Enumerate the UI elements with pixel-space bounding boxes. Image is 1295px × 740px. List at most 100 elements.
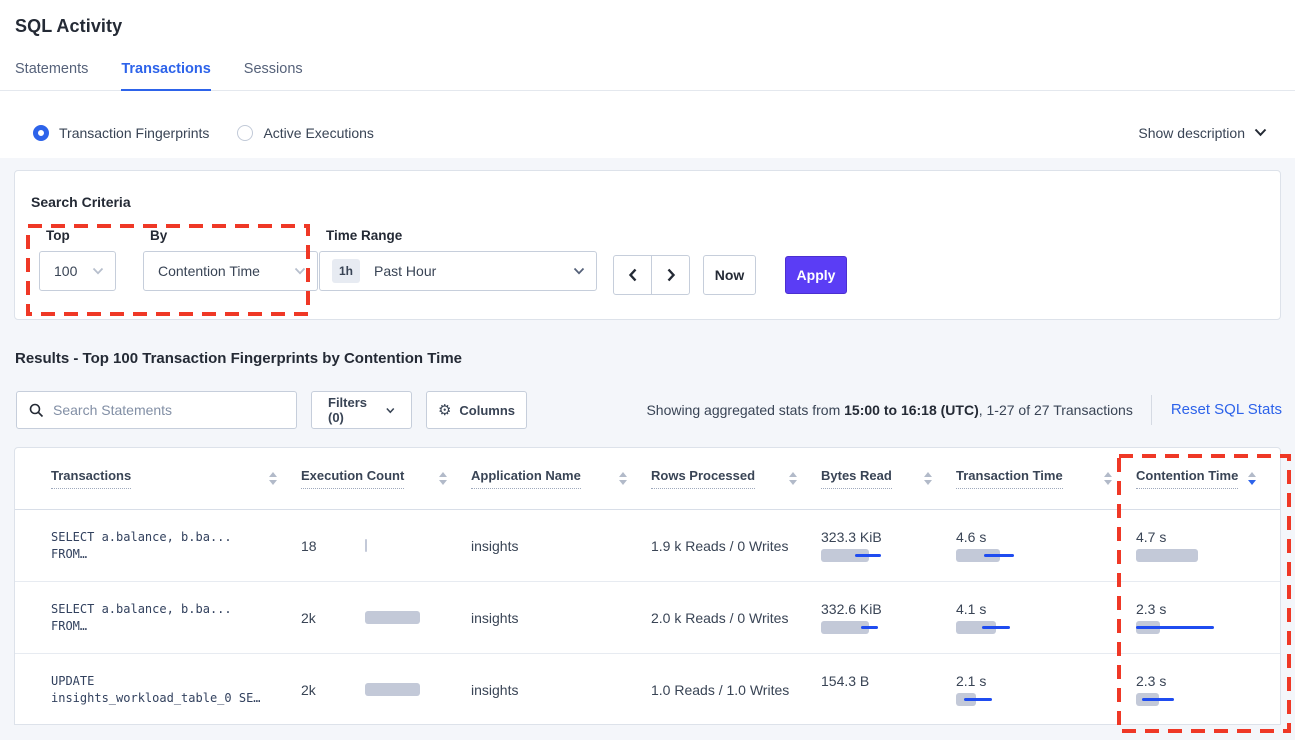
- page-header: SQL Activity Statements Transactions Ses…: [0, 0, 1295, 91]
- time-range-label: Time Range: [326, 228, 403, 243]
- previous-time-button[interactable]: [613, 255, 652, 295]
- transaction-time-bar: [956, 621, 1076, 634]
- time-range-select[interactable]: 1h Past Hour: [319, 251, 597, 291]
- radio-unselected-icon: [237, 124, 254, 141]
- columns-label: Columns: [459, 402, 516, 418]
- filters-button[interactable]: Filters (0): [311, 391, 412, 429]
- transaction-time-bar: [956, 549, 1076, 562]
- transaction-time-cell: 4.6 s: [956, 529, 1136, 562]
- top-select[interactable]: 100: [39, 251, 116, 291]
- sort-icon: [1104, 472, 1112, 485]
- column-header-transactions[interactable]: Transactions: [51, 468, 301, 489]
- radio-active-executions[interactable]: Active Executions: [237, 124, 374, 141]
- view-toggle-bar: Transaction Fingerprints Active Executio…: [0, 107, 1295, 158]
- top-label: Top: [46, 228, 70, 243]
- top-select-value: 100: [54, 263, 78, 279]
- transaction-fingerprint-link[interactable]: SELECT a.balance, b.ba... FROM…: [51, 530, 232, 561]
- rows-processed-cell: 1.0 Reads / 1.0 Writes: [651, 681, 790, 698]
- execution-count-bar: [365, 611, 471, 624]
- application-name-cell: insights: [471, 537, 519, 554]
- execution-count-bar: [365, 683, 471, 696]
- search-criteria-card: Search Criteria Top 100 By Contention Ti…: [14, 170, 1281, 320]
- bytes-read-cell: 332.6 KiB: [821, 601, 956, 634]
- gear-icon: ⚙: [437, 402, 452, 419]
- chevron-down-icon: [386, 407, 395, 413]
- stats-time-range: 15:00 to 16:18 (UTC): [844, 402, 979, 418]
- stats-group: Showing aggregated stats from 15:00 to 1…: [646, 395, 1282, 425]
- chevron-right-icon: [667, 268, 675, 282]
- sort-icon: [439, 472, 447, 485]
- contention-time-bar: [1136, 693, 1256, 706]
- column-header-bytes-read[interactable]: Bytes Read: [821, 468, 956, 489]
- sort-icon: [924, 472, 932, 485]
- contention-time-cell: 2.3 s: [1136, 601, 1280, 634]
- show-description-toggle[interactable]: Show description: [1138, 125, 1267, 141]
- time-range-value: Past Hour: [374, 263, 437, 279]
- table-row: SELECT a.balance, b.ba... FROM… 2k insig…: [15, 582, 1280, 654]
- sort-icon-desc-active: [1248, 472, 1256, 485]
- column-header-application-name[interactable]: Application Name: [471, 468, 651, 489]
- column-header-transaction-time[interactable]: Transaction Time: [956, 468, 1136, 489]
- radio-selected-icon: [33, 124, 49, 141]
- page-title: SQL Activity: [15, 16, 123, 36]
- radio-label: Active Executions: [263, 124, 374, 141]
- by-select-value: Contention Time: [158, 263, 260, 279]
- transaction-time-bar: [956, 693, 1076, 706]
- tab-sessions[interactable]: Sessions: [243, 61, 303, 77]
- results-toolbar: Filters (0) ⚙ Columns Showing aggregated…: [16, 391, 1282, 429]
- chevron-down-icon: [1254, 128, 1267, 137]
- page-content: Transaction Fingerprints Active Executio…: [0, 107, 1295, 740]
- table-row: SELECT a.balance, b.ba... FROM… 18 insig…: [15, 510, 1280, 582]
- top-field-group: Top 100: [39, 228, 116, 291]
- by-field-group: By Contention Time: [143, 228, 318, 291]
- reset-sql-stats-link[interactable]: Reset SQL Stats: [1150, 395, 1282, 425]
- execution-count-cell: 18: [301, 538, 471, 554]
- next-time-button[interactable]: [651, 255, 690, 295]
- transaction-time-cell: 4.1 s: [956, 601, 1136, 634]
- contention-time-cell: 2.3 s: [1136, 673, 1280, 706]
- column-header-rows-processed[interactable]: Rows Processed: [651, 468, 821, 489]
- radio-label: Transaction Fingerprints: [59, 124, 210, 141]
- tab-transactions[interactable]: Transactions: [121, 61, 212, 91]
- chevron-down-icon: [92, 267, 104, 275]
- bytes-read-bar: [821, 549, 941, 562]
- execution-count-cell: 2k: [301, 610, 471, 626]
- execution-count-cell: 2k: [301, 682, 471, 698]
- tab-statements[interactable]: Statements: [15, 61, 89, 77]
- by-label: By: [150, 228, 168, 243]
- transactions-table: Transactions Execution Count Application…: [14, 447, 1281, 725]
- contention-time-bar: [1136, 621, 1256, 634]
- by-select[interactable]: Contention Time: [143, 251, 318, 291]
- bytes-read-cell: 154.3 B: [821, 673, 870, 689]
- time-range-field-group: Time Range 1h Past Hour: [319, 228, 597, 291]
- transaction-fingerprint-link[interactable]: UPDATE insights_workload_table_0 SE…: [51, 674, 261, 705]
- rows-processed-cell: 2.0 k Reads / 0 Writes: [651, 609, 789, 626]
- search-statements-input[interactable]: [53, 402, 286, 418]
- search-statements-box: [16, 391, 297, 429]
- radio-transaction-fingerprints[interactable]: Transaction Fingerprints: [33, 124, 210, 141]
- column-header-contention-time[interactable]: Contention Time: [1136, 468, 1280, 489]
- application-name-cell: insights: [471, 681, 519, 698]
- apply-button[interactable]: Apply: [785, 256, 847, 294]
- now-button[interactable]: Now: [703, 255, 756, 295]
- table-header-row: Transactions Execution Count Application…: [15, 448, 1280, 510]
- rows-processed-cell: 1.9 k Reads / 0 Writes: [651, 537, 789, 554]
- results-heading: Results - Top 100 Transaction Fingerprin…: [15, 350, 463, 367]
- chevron-left-icon: [628, 268, 636, 282]
- filters-label: Filters (0): [328, 395, 368, 425]
- execution-count-bar: [365, 539, 471, 552]
- column-header-execution-count[interactable]: Execution Count: [301, 468, 471, 489]
- transaction-fingerprint-link[interactable]: SELECT a.balance, b.ba... FROM…: [51, 602, 232, 633]
- contention-time-bar: [1136, 549, 1256, 562]
- columns-button[interactable]: ⚙ Columns: [426, 391, 527, 429]
- search-icon: [29, 403, 44, 417]
- show-description-label: Show description: [1138, 124, 1245, 141]
- contention-time-cell: 4.7 s: [1136, 529, 1280, 562]
- transaction-time-cell: 2.1 s: [956, 673, 1136, 706]
- aggregated-stats-text: Showing aggregated stats from 15:00 to 1…: [646, 402, 1133, 418]
- sort-icon: [269, 472, 277, 485]
- bytes-read-bar: [821, 621, 941, 634]
- chevron-down-icon: [573, 267, 585, 275]
- time-range-pager: [613, 255, 690, 295]
- application-name-cell: insights: [471, 609, 519, 626]
